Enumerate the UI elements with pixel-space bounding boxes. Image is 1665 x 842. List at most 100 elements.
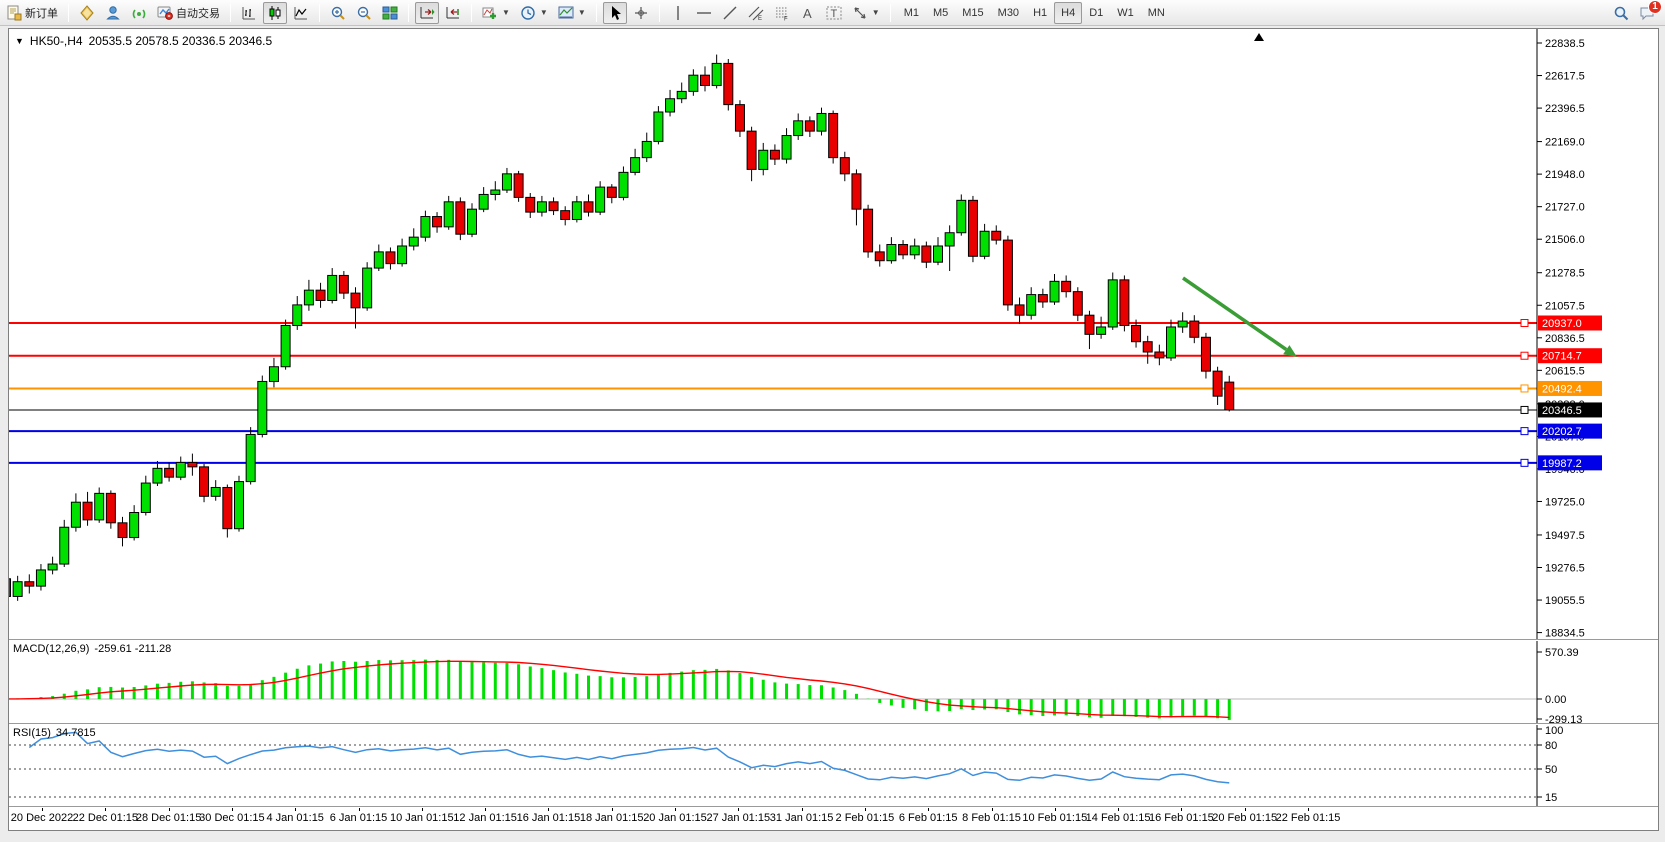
time-tick (1118, 808, 1120, 811)
rsi-tick-label: 50 (1545, 764, 1557, 776)
indicators-button[interactable]: ▼ (478, 2, 514, 24)
price-tick-label: 22617.5 (1545, 71, 1585, 83)
panel-separator[interactable] (9, 639, 1658, 641)
templates-button[interactable]: ▼ (554, 2, 590, 24)
one-click-trading-arrow-icon[interactable]: ▼ (15, 36, 24, 46)
candle (979, 230, 990, 257)
channel-tool-button[interactable]: E (744, 2, 768, 24)
notifications-container[interactable]: 1 (1639, 0, 1662, 21)
price-tick-label: 20615.5 (1545, 365, 1585, 377)
zoom-in-icon (331, 6, 345, 20)
tile-windows-button[interactable] (378, 2, 402, 24)
candle (234, 481, 244, 530)
zoom-in-button[interactable] (326, 2, 350, 24)
candle (1154, 351, 1165, 359)
timeframe-button-M30[interactable]: M30 (997, 6, 1020, 19)
zoom-out-button[interactable] (352, 2, 376, 24)
svg-text:A: A (803, 6, 812, 21)
timeframe-button-H4[interactable]: H4 (1054, 1, 1083, 24)
rsi-tick-label: 80 (1545, 740, 1557, 752)
price-tag-label: 19987.2 (1542, 458, 1582, 470)
candle (839, 157, 850, 175)
price-tick-label: 19276.5 (1545, 563, 1585, 575)
price-chart-svg[interactable]: 22838.5 22617.5 22396.5 22169.0 21948.0 21727… (9, 29, 1658, 639)
candle (1061, 280, 1072, 293)
arrows-tool-button[interactable]: ▼ (848, 2, 884, 24)
bar-chart-mode-button[interactable] (237, 2, 261, 24)
periods-button[interactable]: ▼ (516, 2, 552, 24)
new-order-button[interactable]: 新订单 (2, 2, 62, 24)
line-chart-icon (294, 6, 307, 19)
signals-button[interactable] (127, 2, 151, 24)
timeframe-button-D1[interactable]: D1 (1089, 6, 1104, 19)
autoscroll-button[interactable] (415, 1, 439, 24)
dropdown-arrow-icon: ▼ (502, 8, 510, 17)
candle (12, 581, 23, 597)
text-label-icon: T (826, 6, 842, 20)
dropdown-arrow-icon: ▼ (539, 8, 548, 17)
timeframe-button-W1[interactable]: W1 (1117, 6, 1134, 19)
toolbar-right-group: 1 (1613, 0, 1662, 21)
macd-label: MACD(12,26,9) (13, 643, 90, 655)
time-axis-label: 8 Feb 01:15 (962, 812, 1021, 824)
time-axis[interactable]: 20 Dec 2022 22 Dec 01:15 28 Dec 01:15 30 De… (9, 808, 1658, 830)
time-tick (1244, 808, 1246, 811)
macd-panel[interactable]: MACD(12,26,9) -259.61 -211.28 570.39 0.00… (9, 641, 1658, 723)
fibonacci-tool-button[interactable]: F (770, 2, 794, 24)
crosshair-tool-button[interactable] (629, 2, 653, 24)
vertical-line-icon (677, 5, 679, 20)
rsi-panel[interactable]: RSI(15) 34.7815 100 80 50 15 (9, 725, 1658, 806)
candle (1037, 294, 1048, 303)
candle (676, 90, 687, 100)
price-tag-label: 20492.4 (1542, 383, 1582, 395)
community-button[interactable] (101, 2, 125, 24)
timeframe-button-MN[interactable]: MN (1147, 6, 1165, 19)
chart-title-row: ▼ HK50-,H4 20535.5 20578.5 20336.5 20346… (15, 34, 272, 48)
candle (152, 467, 163, 484)
scroll-marker-icon (1254, 33, 1264, 41)
autotrading-button[interactable]: 自动交易 (153, 2, 224, 24)
line-chart-mode-button[interactable] (289, 2, 313, 24)
timeframe-button-M1[interactable]: M1 (903, 6, 919, 19)
candle (967, 199, 978, 257)
candle (816, 112, 827, 132)
text-tool-button[interactable]: A (796, 2, 820, 24)
panel-separator[interactable] (9, 723, 1658, 725)
cursor-icon (611, 5, 621, 20)
timeframe-button-M5[interactable]: M5 (932, 6, 949, 19)
macd-tick-label: 0.00 (1545, 694, 1566, 706)
candle (490, 189, 501, 195)
cursor-tool-button[interactable] (602, 1, 627, 24)
timeframe-button-M15[interactable]: M15 (962, 6, 984, 19)
candle (292, 304, 303, 326)
time-axis-label: 16 Feb 01:15 (1148, 812, 1214, 824)
price-tag (1538, 380, 1602, 396)
chart-shift-button[interactable] (441, 2, 465, 24)
trendline-tool-button[interactable] (718, 2, 742, 24)
price-tag-label: 20346.5 (1542, 405, 1582, 417)
candlestick-mode-button[interactable] (263, 1, 287, 24)
macd-label-row: MACD(12,26,9) -259.61 -211.28 (13, 643, 171, 655)
candle (665, 98, 676, 113)
time-axis-label: 10 Jan 01:15 (389, 812, 454, 824)
price-chart-panel[interactable]: ▼ HK50-,H4 20535.5 20578.5 20336.5 20346… (9, 29, 1658, 639)
candle (24, 581, 35, 587)
rsi-tick-label: 100 (1545, 725, 1563, 737)
search-icon[interactable] (1613, 5, 1629, 21)
candle (874, 251, 885, 262)
macd-tick-label: -299.13 (1545, 714, 1582, 723)
time-axis-label: 14 Feb 01:15 (1085, 812, 1151, 824)
time-axis-label: 28 Dec 01:15 (135, 812, 202, 824)
chart-ohlc-values: 20535.5 20578.5 20336.5 20346.5 (88, 34, 273, 48)
price-tick-label: 22396.5 (1545, 103, 1585, 115)
market-button[interactable] (75, 2, 99, 24)
text-label-tool-button[interactable]: T (822, 2, 846, 24)
rsi-line (28, 731, 1230, 784)
horizontal-line-tool-button[interactable] (692, 2, 716, 24)
vertical-line-tool-button[interactable] (666, 2, 690, 24)
macd-chart-svg[interactable]: 570.39 0.00 -299.13 (9, 641, 1658, 723)
candle (501, 173, 512, 191)
rsi-chart-svg[interactable]: 100 80 50 15 (9, 725, 1658, 806)
timeframe-button-H1[interactable]: H1 (1033, 6, 1048, 19)
new-order-label: 新订单 (25, 7, 58, 20)
